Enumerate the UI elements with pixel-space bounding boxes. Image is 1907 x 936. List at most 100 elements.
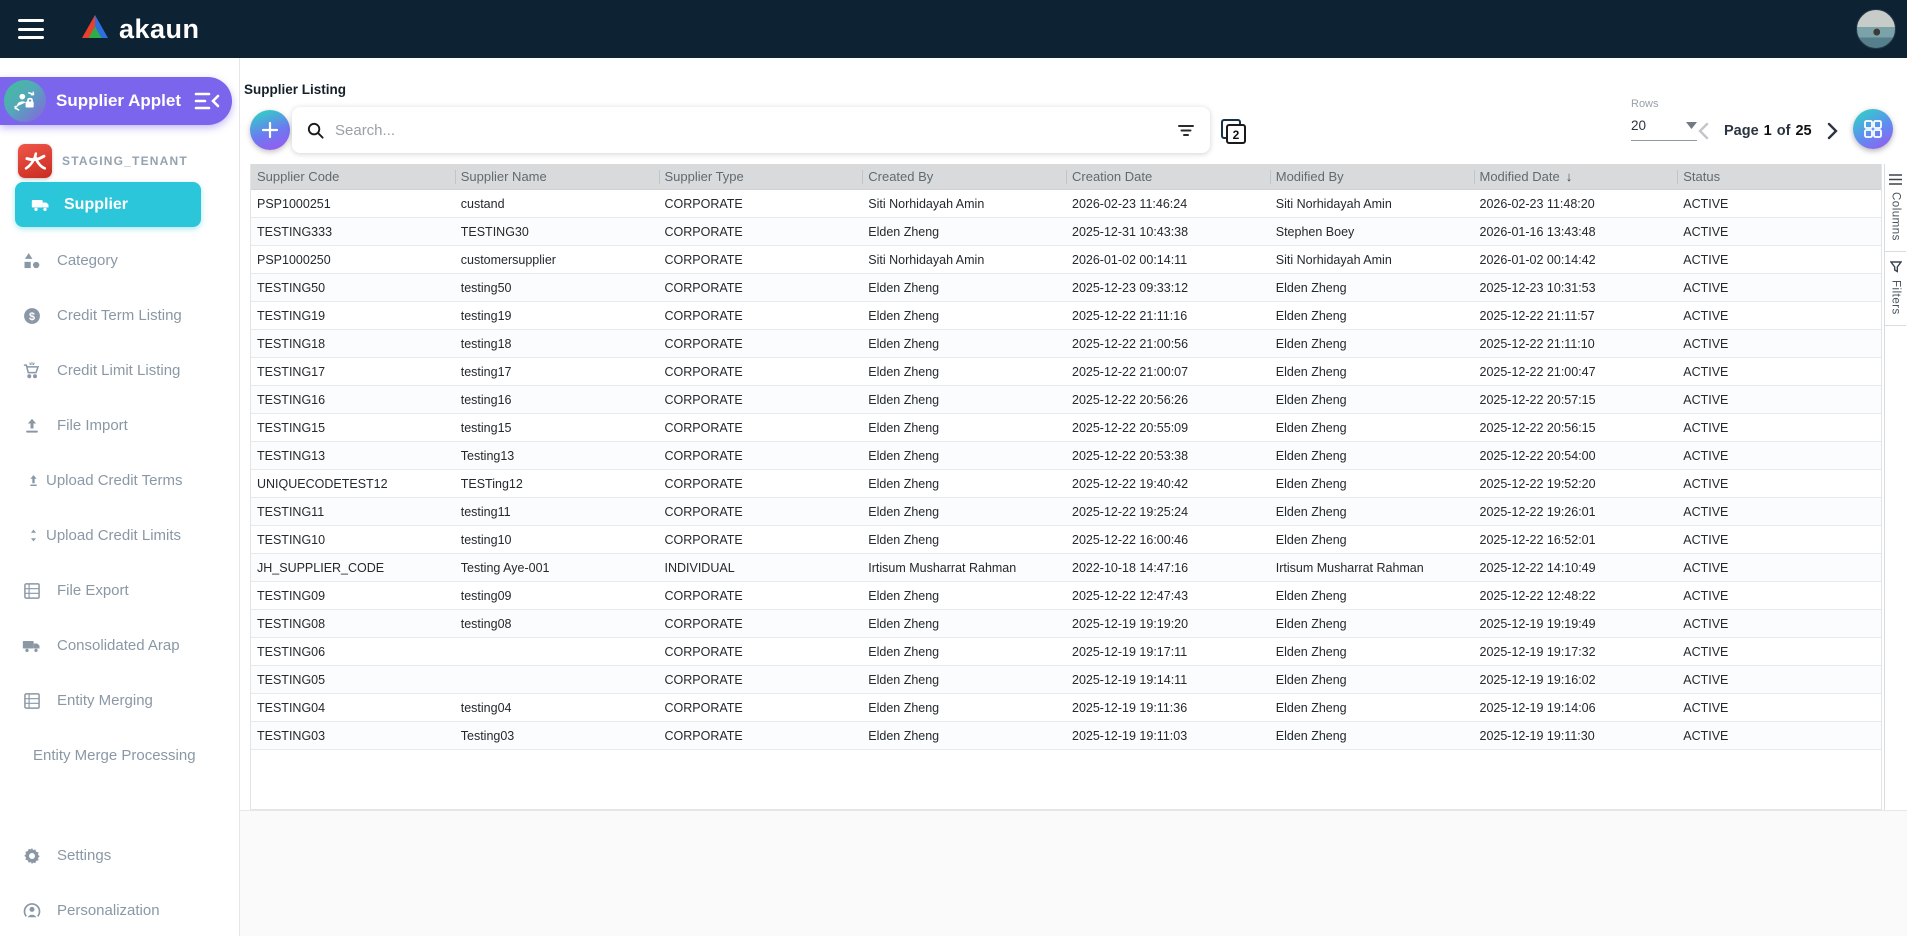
cell-creation-date: 2025-12-22 21:11:16 [1072, 308, 1188, 323]
column-header-supplier-code[interactable]: Supplier Code [251, 164, 455, 189]
tenant-selector[interactable]: STAGING_TENANT [0, 143, 240, 179]
table-row[interactable]: TESTING17 testing17 CORPORATE Elden Zheng 20… [251, 358, 1881, 386]
cell-modified-by: Siti Norhidayah Amin [1275, 252, 1392, 267]
hamburger-menu-icon[interactable] [18, 19, 44, 39]
sidebar-item-file-import[interactable]: File Import [0, 398, 240, 453]
sidebar-item-settings[interactable]: Settings [0, 828, 240, 883]
advanced-search-icon[interactable]: 2 [1218, 116, 1248, 146]
columns-panel-toggle[interactable]: Columns [1885, 164, 1906, 252]
search-input[interactable] [335, 121, 1176, 139]
cell-modified-by: Elden Zheng [1275, 644, 1347, 659]
cell-modified-date: 2025-12-19 19:19:49 [1479, 616, 1596, 631]
cell-supplier-type: CORPORATE [664, 196, 743, 211]
column-header-creation-date[interactable]: Creation Date [1066, 164, 1270, 189]
cell-status: ACTIVE [1683, 532, 1729, 547]
cell-modified-by: Elden Zheng [1275, 420, 1347, 435]
sidebar-item-entity-merging[interactable]: Entity Merging [0, 673, 240, 728]
sidebar-item-upload-credit-limits[interactable]: Upload Credit Limits [0, 508, 240, 563]
user-avatar[interactable] [1856, 9, 1896, 49]
table-row[interactable]: PSP1000250 customersupplier CORPORATE Siti … [251, 246, 1881, 274]
cell-supplier-name: testing16 [460, 392, 512, 407]
sidebar-item-upload-credit-terms[interactable]: Upload Credit Terms [0, 453, 240, 508]
cell-modified-date: 2025-12-22 20:56:15 [1479, 420, 1596, 435]
table-row[interactable]: TESTING04 testing04 CORPORATE Elden Zheng 20… [251, 694, 1881, 722]
grid-view-button[interactable] [1853, 109, 1893, 149]
cell-status: ACTIVE [1683, 560, 1729, 575]
table-row[interactable]: TESTING08 testing08 CORPORATE Elden Zheng 20… [251, 610, 1881, 638]
cell-status: ACTIVE [1683, 700, 1729, 715]
table-row[interactable]: TESTING15 testing15 CORPORATE Elden Zheng 20… [251, 414, 1881, 442]
cell-modified-date: 2025-12-19 19:16:02 [1479, 672, 1596, 687]
column-header-supplier-name[interactable]: Supplier Name [454, 164, 659, 189]
cell-status: ACTIVE [1683, 280, 1729, 295]
dollar-icon: $ [22, 306, 42, 326]
cell-created-by: Elden Zheng [868, 224, 940, 239]
cell-creation-date: 2025-12-19 19:17:11 [1072, 644, 1188, 659]
table-row[interactable]: JH_SUPPLIER_CODE Testing Aye-001 INDIVIDUA… [251, 554, 1881, 582]
cell-status: ACTIVE [1683, 672, 1729, 687]
table-row[interactable]: TESTING13 Testing13 CORPORATE Elden Zheng 20… [251, 442, 1881, 470]
cell-creation-date: 2025-12-22 21:00:07 [1072, 364, 1189, 379]
column-header-created-by[interactable]: Created By [862, 164, 1066, 189]
table-row[interactable]: TESTING11 testing11 CORPORATE Elden Zheng 20… [251, 498, 1881, 526]
sidebar-item-supplier[interactable]: Supplier [15, 182, 201, 227]
cell-supplier-type: INDIVIDUAL [664, 560, 735, 575]
sidebar-item-credit-term-listing[interactable]: $ Credit Term Listing [0, 288, 240, 343]
cell-supplier-code: TESTING19 [257, 308, 326, 323]
sidebar-item-file-export[interactable]: File Export [0, 563, 240, 618]
table-row[interactable]: TESTING09 testing09 CORPORATE Elden Zheng 20… [251, 582, 1881, 610]
sidebar-item-category[interactable]: Category [0, 233, 240, 288]
cell-supplier-name: testing10 [460, 532, 512, 547]
cell-created-by: Elden Zheng [868, 728, 940, 743]
cell-supplier-name: testing19 [460, 308, 512, 323]
cell-supplier-code: TESTING06 [257, 644, 326, 659]
column-header-modified-date[interactable]: Modified Date ↓ [1473, 164, 1678, 189]
table-row[interactable]: TESTING19 testing19 CORPORATE Elden Zheng 20… [251, 302, 1881, 330]
filters-panel-toggle[interactable]: Filters [1885, 252, 1906, 326]
table-row[interactable]: TESTING06 CORPORATE Elden Zheng 2025-12-19 … [251, 638, 1881, 666]
cell-creation-date: 2025-12-23 09:33:12 [1072, 280, 1189, 295]
cell-created-by: Irtisum Musharrat Rahman [868, 560, 1017, 575]
sidebar-collapse-icon[interactable] [194, 91, 220, 111]
rows-per-page-select[interactable]: 20 [1631, 116, 1697, 141]
table-row[interactable]: TESTING50 testing50 CORPORATE Elden Zheng 20… [251, 274, 1881, 302]
table-row[interactable]: PSP1000251 custand CORPORATE Siti Norhidaya… [251, 190, 1881, 218]
column-header-modified-by[interactable]: Modified By [1269, 164, 1474, 189]
cell-status: ACTIVE [1683, 308, 1729, 323]
column-header-status[interactable]: Status [1677, 164, 1881, 189]
table-row[interactable]: TESTING16 testing16 CORPORATE Elden Zheng 20… [251, 386, 1881, 414]
list-icon [22, 691, 42, 711]
sidebar-item-credit-limit-listing[interactable]: Credit Limit Listing [0, 343, 240, 398]
cell-modified-by: Elden Zheng [1275, 476, 1347, 491]
add-supplier-button[interactable] [250, 110, 290, 150]
pagination: Page 1 of 25 [1692, 118, 1844, 144]
cell-modified-date: 2025-12-19 19:17:32 [1479, 644, 1596, 659]
cell-status: ACTIVE [1683, 504, 1729, 519]
table-row[interactable]: TESTING10 testing10 CORPORATE Elden Zheng 20… [251, 526, 1881, 554]
table-row[interactable]: TESTING05 CORPORATE Elden Zheng 2025-12-19 … [251, 666, 1881, 694]
column-header-supplier-type[interactable]: Supplier Type [658, 164, 863, 189]
cell-supplier-type: CORPORATE [664, 728, 743, 743]
supplier-applet-icon [4, 80, 46, 122]
cell-status: ACTIVE [1683, 392, 1729, 407]
cell-created-by: Elden Zheng [868, 336, 940, 351]
cell-created-by: Elden Zheng [868, 672, 940, 687]
applet-header[interactable]: Supplier Applet [0, 77, 232, 125]
sidebar-item-personalization[interactable]: Personalization [0, 883, 240, 936]
table-row[interactable]: TESTING03 Testing03 CORPORATE Elden Zheng 20… [251, 722, 1881, 750]
shapes-icon [22, 251, 42, 271]
table-row[interactable]: UNIQUECODETEST12 TESTing12 CORPORATE Elden … [251, 470, 1881, 498]
cell-modified-by: Stephen Boey [1275, 224, 1355, 239]
search-icon [306, 121, 325, 140]
cell-supplier-code: PSP1000251 [257, 196, 331, 211]
table-row[interactable]: TESTING18 testing18 CORPORATE Elden Zheng 20… [251, 330, 1881, 358]
cell-supplier-type: CORPORATE [664, 224, 743, 239]
cell-creation-date: 2025-12-19 19:11:36 [1072, 700, 1188, 715]
table-row[interactable]: TESTING333 TESTING30 CORPORATE Elden Zheng 2… [251, 218, 1881, 246]
search-filter-icon[interactable] [1176, 120, 1196, 140]
previous-page-icon[interactable] [1692, 118, 1714, 144]
cell-creation-date: 2026-02-23 11:46:24 [1072, 196, 1188, 211]
sidebar-item-consolidated-arap[interactable]: Consolidated Arap [0, 618, 240, 673]
next-page-icon[interactable] [1822, 118, 1844, 144]
sidebar-item-entity-merge-processing[interactable]: Entity Merge Processing [33, 747, 196, 764]
